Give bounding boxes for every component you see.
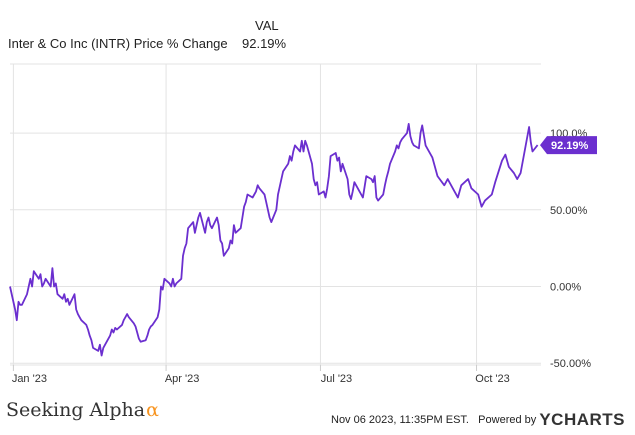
chart-legend: VAL Inter & Co Inc (INTR) Price % Change… bbox=[6, 14, 306, 54]
seeking-alpha-logo[interactable]: Seeking Alphaα bbox=[6, 399, 159, 421]
y-tick-label: 50.00% bbox=[550, 205, 588, 217]
legend-series-value: 92.19% bbox=[242, 36, 287, 51]
series-line-intr bbox=[9, 123, 539, 357]
chart-timestamp: Nov 06 2023, 11:35PM EST. bbox=[331, 414, 469, 426]
end-value-label: 92.19% bbox=[551, 140, 589, 152]
legend-column-header: VAL bbox=[255, 18, 279, 33]
powered-by-label: Powered by bbox=[478, 414, 537, 426]
end-value-label-bg bbox=[540, 136, 597, 155]
y-tick-label: 0.00% bbox=[550, 282, 581, 294]
x-tick-label: Jul '23 bbox=[321, 373, 352, 385]
alpha-symbol-icon: α bbox=[146, 399, 159, 421]
chart-plot[interactable]: 100.0%50.00%0.00%-50.00%Jan '23 Apr '23 Ju… bbox=[0, 0, 635, 400]
legend-series-name[interactable]: Inter & Co Inc (INTR) Price % Change bbox=[8, 36, 228, 51]
chart-footer: Nov 06 2023, 11:35PM EST. Powered by YCH… bbox=[331, 410, 625, 430]
x-tick-label: Jan '23 bbox=[12, 373, 47, 385]
y-tick-label: -50.00% bbox=[550, 358, 591, 370]
brand-name: Seeking Alpha bbox=[6, 399, 146, 421]
x-tick-label: Oct '23 bbox=[475, 373, 510, 385]
ycharts-logo[interactable]: YCHARTS bbox=[539, 410, 625, 429]
x-tick-label: Apr '23 bbox=[165, 373, 200, 385]
